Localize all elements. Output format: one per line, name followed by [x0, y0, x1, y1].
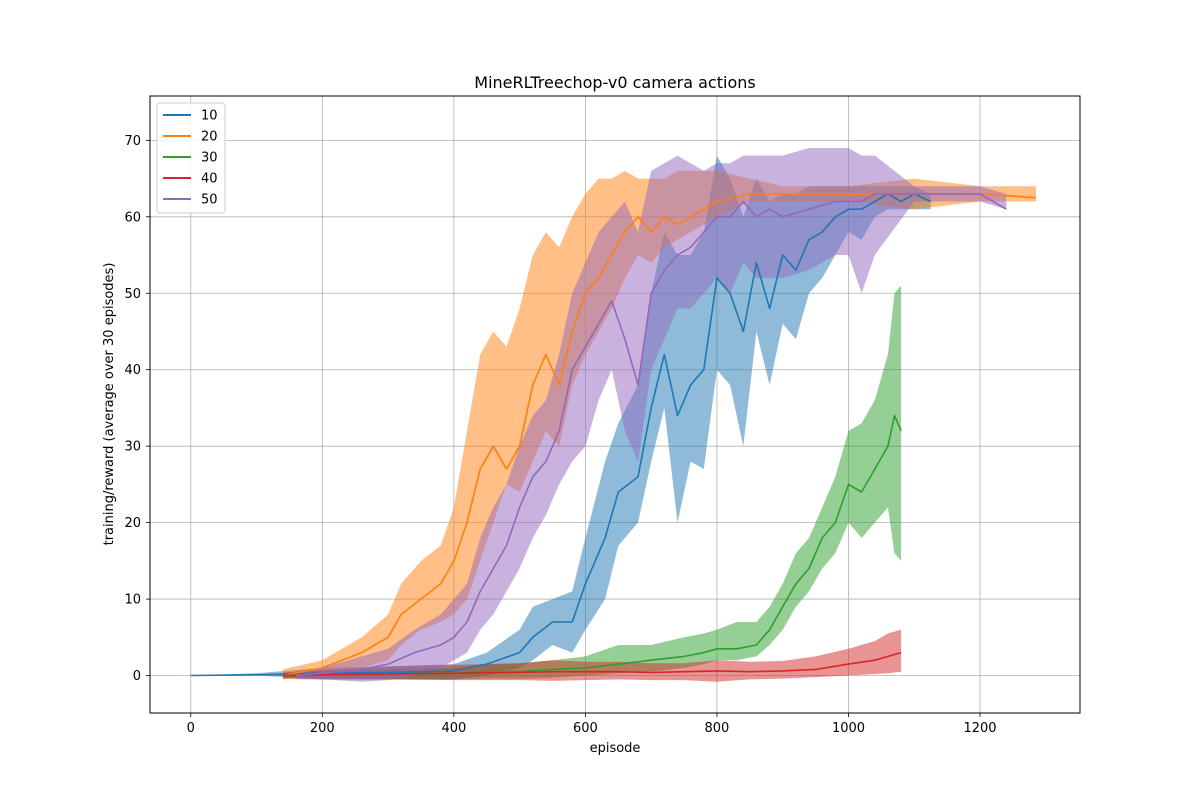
x-tick-label: 1000	[832, 721, 865, 736]
legend-label-50: 50	[201, 193, 218, 208]
legend-label-30: 30	[201, 151, 218, 166]
y-tick-label: 40	[124, 363, 141, 378]
x-axis-label: episode	[590, 741, 641, 756]
line-series-10	[190, 193, 932, 677]
confidence-bands	[190, 148, 1036, 682]
band-series-20	[282, 170, 1036, 680]
y-tick-label: 0	[133, 669, 141, 684]
band-series-10	[190, 155, 931, 680]
line-series-20	[282, 193, 1036, 677]
series-lines	[190, 193, 1036, 677]
x-tick-label: 400	[441, 721, 466, 736]
y-tick-label: 30	[124, 440, 141, 455]
legend-label-10: 10	[201, 109, 218, 124]
x-tick-label: 600	[573, 721, 598, 736]
y-tick-label: 60	[124, 210, 141, 225]
legend: 10 20 30 40 50	[156, 102, 226, 214]
legend-label-20: 20	[201, 130, 218, 145]
band-series-50	[296, 148, 1007, 682]
y-axis-ticks: 0 10 20 30 40 50 60 70	[124, 134, 150, 684]
y-tick-label: 10	[124, 593, 141, 608]
y-tick-label: 20	[124, 516, 141, 531]
line-series-50	[295, 193, 1007, 677]
x-axis-ticks: 0 200 400 600 800 1000 1200	[187, 713, 997, 736]
x-tick-label: 1200	[963, 721, 996, 736]
x-tick-label: 0	[187, 721, 195, 736]
line-series-30	[282, 414, 902, 677]
x-tick-label: 800	[705, 721, 730, 736]
line-series-40	[282, 651, 902, 677]
y-tick-label: 50	[124, 287, 141, 302]
plot-frame	[149, 95, 1081, 714]
x-tick-label: 200	[310, 721, 335, 736]
y-axis-label: training/reward (average over 30 episode…	[102, 263, 117, 546]
y-tick-label: 70	[124, 134, 141, 149]
chart-title: MineRLTreechop-v0 camera actions	[474, 73, 755, 92]
legend-label-40: 40	[201, 172, 218, 187]
